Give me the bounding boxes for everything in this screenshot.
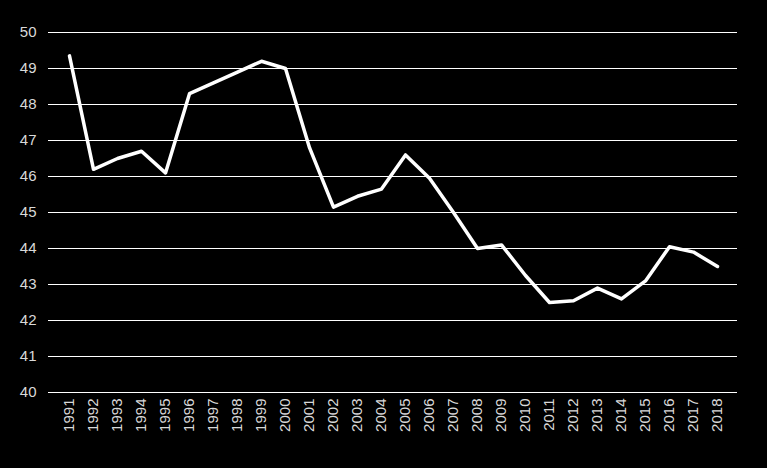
svg-text:45: 45: [20, 203, 37, 220]
svg-text:1996: 1996: [180, 399, 197, 432]
svg-text:1992: 1992: [84, 399, 101, 432]
svg-text:40: 40: [20, 383, 37, 400]
svg-text:2015: 2015: [636, 399, 653, 432]
svg-text:2003: 2003: [348, 399, 365, 432]
svg-text:2006: 2006: [420, 399, 437, 432]
svg-text:47: 47: [20, 131, 37, 148]
svg-text:49: 49: [20, 59, 37, 76]
svg-text:2010: 2010: [516, 399, 533, 432]
svg-text:42: 42: [20, 311, 37, 328]
svg-text:43: 43: [20, 275, 37, 292]
svg-text:2008: 2008: [468, 399, 485, 432]
svg-text:2013: 2013: [588, 399, 605, 432]
svg-text:44: 44: [20, 239, 37, 256]
svg-text:2016: 2016: [660, 399, 677, 432]
svg-text:2011: 2011: [540, 399, 557, 431]
svg-text:1991: 1991: [60, 399, 77, 432]
svg-text:41: 41: [20, 347, 37, 364]
svg-text:48: 48: [20, 95, 37, 112]
svg-text:46: 46: [20, 167, 37, 184]
svg-text:1997: 1997: [204, 399, 221, 432]
svg-text:1998: 1998: [228, 399, 245, 432]
svg-text:2007: 2007: [444, 399, 461, 432]
svg-text:1999: 1999: [252, 399, 269, 432]
svg-text:2012: 2012: [564, 399, 581, 432]
svg-text:50: 50: [20, 23, 37, 40]
svg-text:2000: 2000: [276, 399, 293, 432]
svg-text:1993: 1993: [108, 399, 125, 432]
svg-text:2005: 2005: [396, 399, 413, 432]
svg-text:2002: 2002: [324, 399, 341, 432]
svg-text:2017: 2017: [684, 399, 701, 432]
svg-text:1995: 1995: [156, 399, 173, 432]
svg-text:2009: 2009: [492, 399, 509, 432]
svg-text:2014: 2014: [612, 399, 629, 432]
svg-text:2001: 2001: [300, 399, 317, 432]
svg-text:2004: 2004: [372, 399, 389, 432]
svg-text:2018: 2018: [708, 399, 725, 432]
svg-text:1994: 1994: [132, 399, 149, 432]
